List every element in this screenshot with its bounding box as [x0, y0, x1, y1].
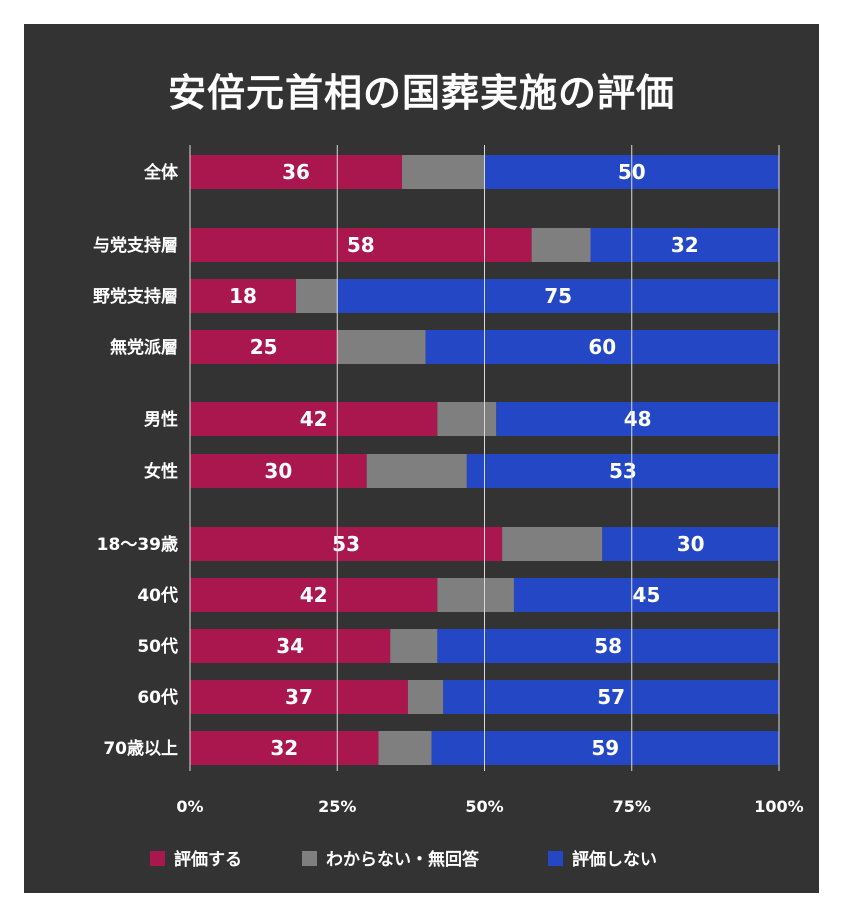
- data-label: 45: [633, 583, 661, 607]
- category-label: 男性: [144, 409, 178, 430]
- x-tick-label: 100%: [754, 797, 803, 816]
- data-label: 42: [300, 583, 328, 607]
- data-label: 58: [347, 233, 375, 257]
- data-label: 25: [250, 335, 278, 359]
- data-label: 75: [544, 284, 572, 308]
- bar-segment-positive: [190, 731, 379, 765]
- bar-segment-unknown: [531, 228, 591, 262]
- data-label: 30: [677, 532, 705, 556]
- data-label: 57: [597, 685, 625, 709]
- chart-title: 安倍元首相の国葬実施の評価: [167, 71, 675, 115]
- bar-segment-unknown: [296, 279, 338, 313]
- legend-swatch: [150, 851, 165, 866]
- category-label: 40代: [137, 585, 178, 606]
- bar-segment-negative: [496, 402, 779, 436]
- legend-swatch: [548, 851, 563, 866]
- bar-segment-unknown: [402, 155, 485, 189]
- legend-swatch: [302, 851, 317, 866]
- bar-segment-positive: [190, 527, 503, 561]
- data-label: 34: [276, 634, 304, 658]
- bar-segment-unknown: [337, 330, 426, 364]
- bar-segment-unknown: [366, 454, 467, 488]
- data-label: 59: [591, 736, 619, 760]
- bar-segment-negative: [590, 228, 779, 262]
- data-label: 53: [609, 459, 637, 483]
- bar-segment-positive: [190, 155, 403, 189]
- bar-segment-unknown: [378, 731, 432, 765]
- bar-segment-positive: [190, 279, 297, 313]
- data-label: 37: [285, 685, 313, 709]
- category-label: 女性: [144, 461, 178, 482]
- x-tick-label: 75%: [613, 797, 651, 816]
- category-label: 70歳以上: [103, 738, 178, 759]
- bar-segment-negative: [431, 731, 779, 765]
- category-label: 無党派層: [110, 337, 178, 358]
- bar-segment-positive: [190, 228, 532, 262]
- bar-segment-unknown: [390, 629, 438, 663]
- category-label: 18〜39歳: [97, 534, 178, 555]
- category-label: 与党支持層: [93, 235, 178, 256]
- bar-segment-unknown: [407, 680, 444, 714]
- category-label: 60代: [137, 687, 178, 708]
- bar-segment-positive: [190, 402, 438, 436]
- data-label: 53: [332, 532, 360, 556]
- x-tick-label: 0%: [176, 797, 203, 816]
- legend-label: 評価しない: [572, 849, 657, 870]
- data-label: 32: [671, 233, 699, 257]
- category-label: 野党支持層: [93, 286, 178, 307]
- category-label: 50代: [137, 636, 178, 657]
- data-label: 18: [229, 284, 257, 308]
- data-label: 48: [624, 407, 652, 431]
- x-tick-label: 25%: [318, 797, 356, 816]
- bar-segment-positive: [190, 330, 338, 364]
- bar-segment-negative: [443, 680, 779, 714]
- category-label: 全体: [143, 162, 179, 183]
- legend-label: 評価する: [174, 849, 242, 870]
- data-label: 30: [264, 459, 292, 483]
- bar-segment-unknown: [502, 527, 603, 561]
- bar-segment-positive: [190, 578, 438, 612]
- data-label: 32: [270, 736, 298, 760]
- legend-label: わからない・無回答: [326, 849, 480, 870]
- bar-segment-negative: [337, 279, 779, 313]
- bar-segment-positive: [190, 629, 391, 663]
- bar-segment-negative: [513, 578, 779, 612]
- data-label: 58: [594, 634, 622, 658]
- bar-segment-negative: [466, 454, 779, 488]
- x-tick-label: 50%: [465, 797, 503, 816]
- bar-segment-positive: [190, 680, 408, 714]
- bar-segment-unknown: [437, 578, 514, 612]
- bar-segment-unknown: [437, 402, 497, 436]
- bar-segment-negative: [437, 629, 779, 663]
- data-label: 60: [588, 335, 616, 359]
- data-label: 36: [282, 160, 310, 184]
- data-label: 42: [300, 407, 328, 431]
